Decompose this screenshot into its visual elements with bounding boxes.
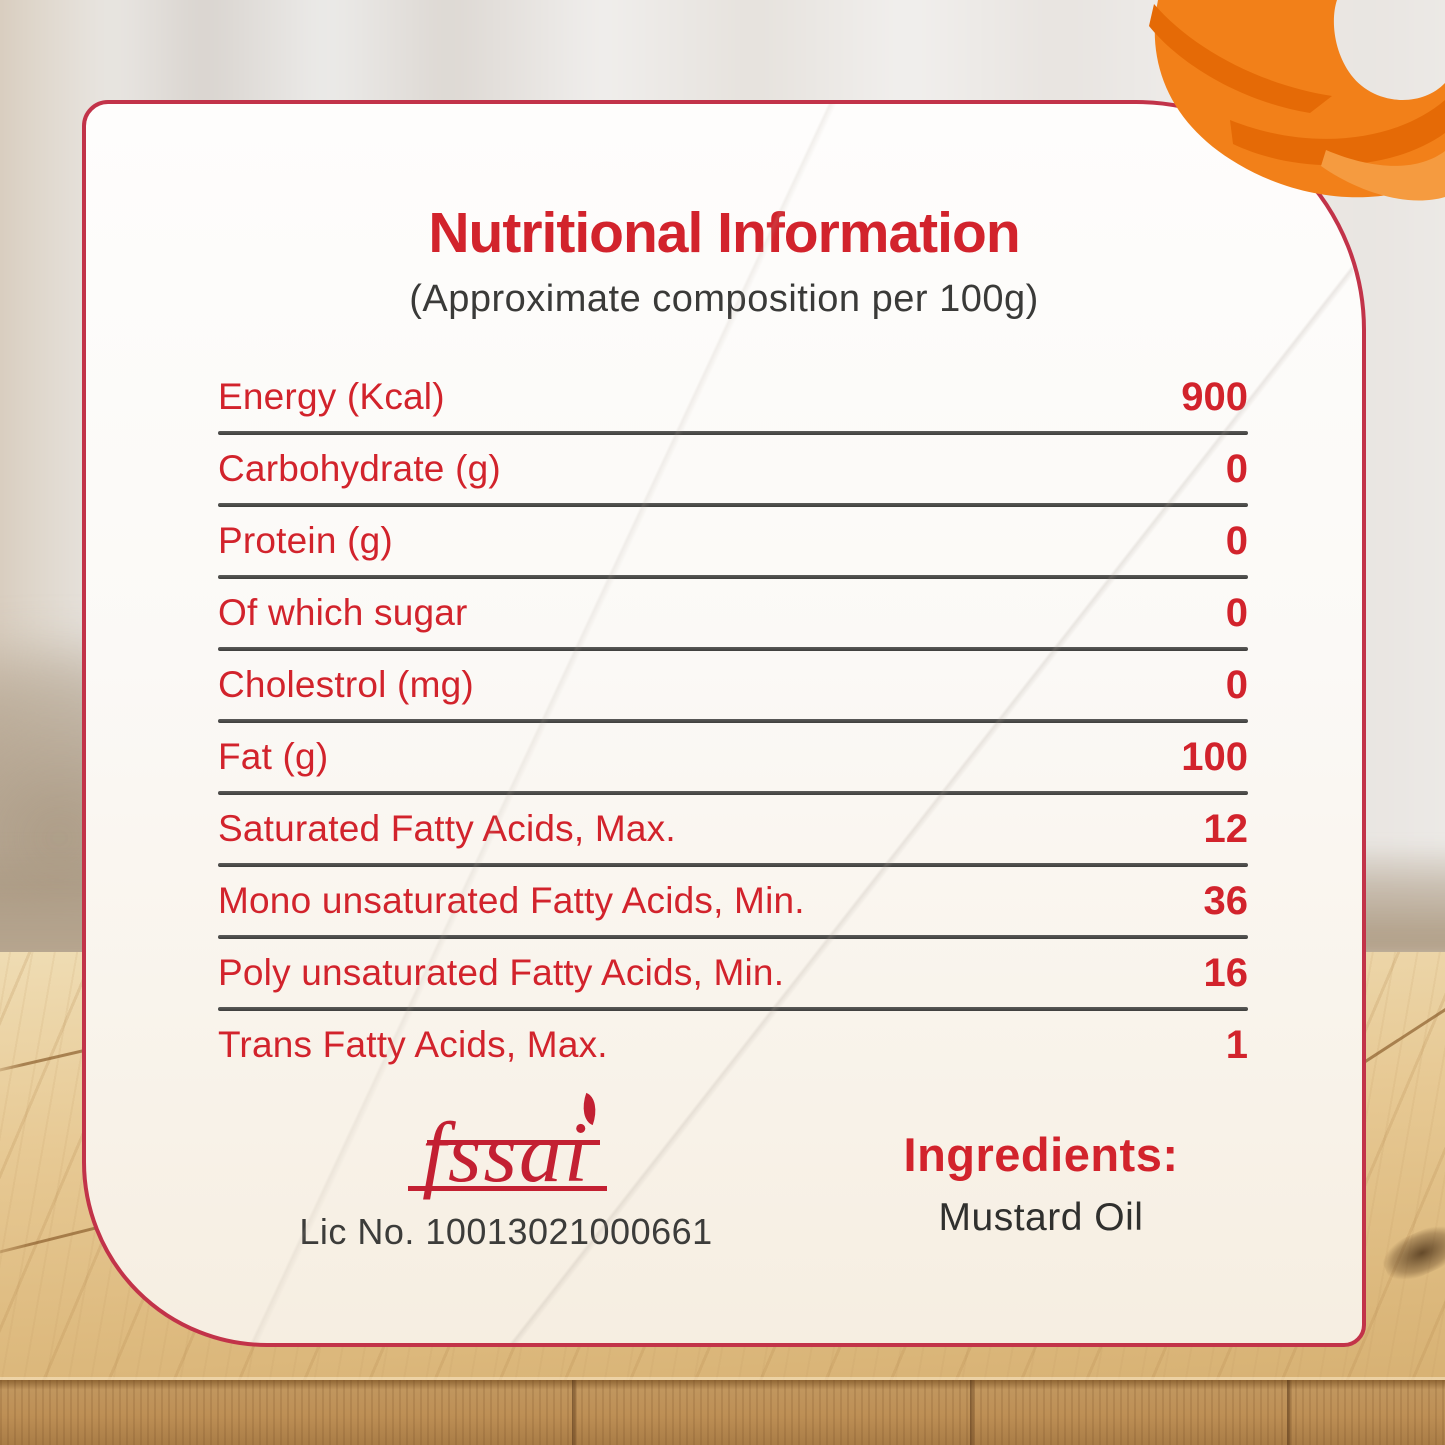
- plank-seam: [970, 1380, 975, 1445]
- table-row: Mono unsaturated Fatty Acids, Min. 36: [218, 867, 1248, 935]
- row-value: 100: [1181, 734, 1248, 779]
- nutrition-table: Energy (Kcal) 900 Carbohydrate (g) 0 Pro…: [218, 363, 1248, 1079]
- page-subtitle: (Approximate composition per 100g): [409, 278, 1039, 320]
- table-divider: [218, 935, 1248, 939]
- wooden-table-front-edge: [0, 1377, 1445, 1445]
- table-divider: [218, 575, 1248, 579]
- row-value: 1: [1225, 1022, 1248, 1067]
- row-label: Cholestrol (mg): [218, 664, 474, 705]
- row-value: 900: [1181, 374, 1248, 419]
- row-label: Protein (g): [218, 520, 393, 561]
- table-divider: [218, 791, 1248, 795]
- row-label: Saturated Fatty Acids, Max.: [218, 808, 676, 849]
- table-divider: [218, 503, 1248, 507]
- ingredients-value: Mustard Oil: [938, 1196, 1144, 1239]
- row-value: 16: [1203, 950, 1249, 995]
- license-number: Lic No. 10013021000661: [299, 1211, 713, 1252]
- table-divider: [218, 431, 1248, 435]
- table-row: Carbohydrate (g) 0: [218, 435, 1248, 503]
- page-title: Nutritional Information: [428, 201, 1020, 265]
- table-divider: [218, 1007, 1248, 1011]
- row-label: Poly unsaturated Fatty Acids, Min.: [218, 952, 785, 993]
- plank-seam: [572, 1380, 577, 1445]
- row-value: 0: [1225, 590, 1248, 635]
- table-row: Poly unsaturated Fatty Acids, Min. 16: [218, 939, 1248, 1007]
- nutrition-label-card: Nutritional Information (Approximate com…: [82, 100, 1366, 1347]
- table-divider: [218, 647, 1248, 651]
- fssai-logo: fssai: [408, 1092, 608, 1195]
- row-label: Of which sugar: [218, 592, 468, 633]
- row-value: 0: [1225, 446, 1248, 491]
- row-value: 36: [1203, 878, 1249, 923]
- table-row: Trans Fatty Acids, Max. 1: [218, 1011, 1248, 1079]
- row-label: Mono unsaturated Fatty Acids, Min.: [218, 880, 805, 921]
- row-label: Fat (g): [218, 736, 329, 777]
- table-row: Energy (Kcal) 900: [218, 363, 1248, 431]
- ingredients-heading: Ingredients:: [903, 1128, 1179, 1181]
- row-value: 0: [1225, 518, 1248, 563]
- row-value: 12: [1203, 806, 1249, 851]
- row-label: Energy (Kcal): [218, 376, 445, 417]
- row-value: 0: [1225, 662, 1248, 707]
- row-label: Trans Fatty Acids, Max.: [218, 1024, 608, 1065]
- table-row: Cholestrol (mg) 0: [218, 651, 1248, 719]
- plank-seam: [1287, 1380, 1292, 1445]
- row-label: Carbohydrate (g): [218, 448, 501, 489]
- fssai-block: fssai Lic No. 10013021000661: [271, 1092, 741, 1253]
- ingredients-block: Ingredients: Mustard Oil: [791, 1127, 1291, 1240]
- table-divider: [218, 863, 1248, 867]
- label-footer: fssai Lic No. 10013021000661 Ingredients…: [86, 1092, 1362, 1289]
- fssai-logo-text: fssai: [422, 1104, 590, 1200]
- table-divider: [218, 719, 1248, 723]
- table-row: Protein (g) 0: [218, 507, 1248, 575]
- table-row: Saturated Fatty Acids, Max. 12: [218, 795, 1248, 863]
- table-row: Of which sugar 0: [218, 579, 1248, 647]
- table-row: Fat (g) 100: [218, 723, 1248, 791]
